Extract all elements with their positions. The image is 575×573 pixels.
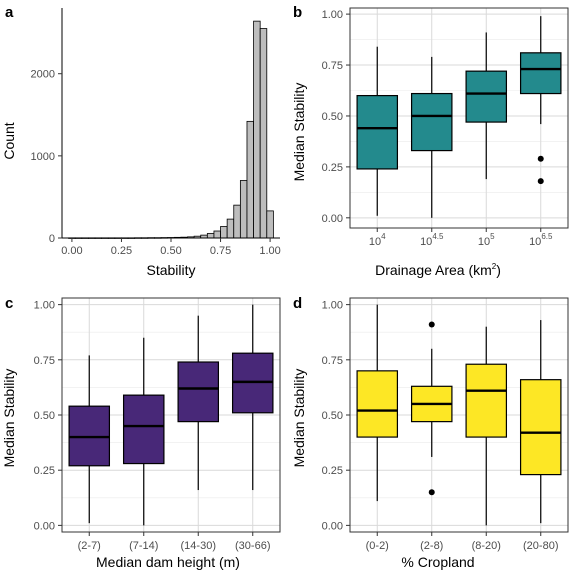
cropland-x-axis-title: % Cropland	[401, 554, 474, 570]
drainage-x-tick-label: 104	[369, 232, 386, 248]
cropland-x-tick-label: (8-20)	[472, 540, 501, 552]
histogram-y-tick-label: 2000	[31, 69, 55, 81]
histogram-x-axis-title: Stability	[146, 262, 195, 278]
cropland-y-tick-label: 0.50	[322, 410, 343, 422]
histogram-x-tick-label: 0.25	[111, 245, 132, 257]
cropland-x-tick-label: (20-80)	[523, 540, 558, 552]
cropland-y-axis-title: Median Stability	[291, 369, 307, 468]
panel-label-c: c	[5, 295, 13, 312]
drainage-outlier-point	[537, 155, 544, 162]
cropland-y-tick-label: 0.00	[322, 520, 343, 532]
histogram-bar	[220, 226, 228, 239]
cropland-y-tick-label: 1.00	[322, 300, 343, 312]
cropland-y-tick-label: 0.25	[322, 465, 343, 477]
panel-label-d: d	[293, 295, 302, 312]
drainage-x-tick-label: 105	[478, 232, 495, 248]
drainage-y-tick-label: 0.00	[322, 213, 343, 225]
dam-height-y-tick-label: 0.25	[34, 465, 55, 477]
drainage-y-tick-label: 1.00	[322, 9, 343, 21]
histogram-x-tick-label: 0.50	[160, 245, 181, 257]
drainage-box	[410, 92, 453, 152]
cropland-x-tick-label: (2-8)	[420, 540, 443, 552]
drainage-panel-border	[349, 7, 569, 229]
dam-height-y-tick-label: 0.50	[34, 410, 55, 422]
cropland-y-tick-label: 0.75	[322, 355, 343, 367]
drainage-y-axis-title: Median Stability	[291, 83, 307, 182]
drainage-y-tick-label: 0.75	[322, 60, 343, 72]
drainage-box	[465, 70, 508, 123]
dam-height-y-tick-label: 0.00	[34, 520, 55, 532]
panel-label-b: b	[293, 4, 302, 21]
cropland-box	[519, 379, 562, 476]
histogram-bar	[206, 233, 215, 239]
histogram-bar	[253, 20, 261, 239]
histogram-bar	[213, 230, 221, 239]
histogram-x-tick-label: 0.00	[61, 245, 82, 257]
dam-height-box	[177, 361, 220, 423]
dam-height-y-tick-label: 1.00	[34, 300, 55, 312]
dam-height-x-tick-label: (2-7)	[78, 540, 101, 552]
drainage-outlier-point	[537, 178, 544, 185]
drainage-box	[519, 52, 562, 95]
histogram-bar	[266, 210, 274, 239]
dam-height-x-tick-label: (30-66)	[235, 540, 270, 552]
drainage-y-tick-label: 0.50	[322, 111, 343, 123]
drainage-x-axis-title: Drainage Area (km2)	[375, 262, 501, 278]
histogram-y-axis-title: Count	[1, 122, 17, 159]
histogram-bar	[233, 204, 241, 239]
histogram-bar	[226, 218, 235, 239]
cropland-box	[356, 370, 399, 438]
cropland-x-tick-label: (0-2)	[366, 540, 389, 552]
dam-height-x-tick-label: (7-14)	[129, 540, 158, 552]
histogram-y-tick-label: 0	[49, 233, 55, 245]
drainage-x-tick-label: 104.5	[420, 232, 444, 248]
dam-height-box	[122, 394, 165, 465]
dam-height-x-axis-title: Median dam height (m)	[96, 554, 240, 570]
histogram-bar	[259, 28, 268, 239]
histogram-bar	[246, 120, 254, 239]
cropland-outlier-point	[428, 321, 435, 328]
dam-height-y-axis-title: Median Stability	[1, 369, 17, 468]
histogram-bar	[239, 180, 248, 239]
drainage-box	[356, 94, 399, 170]
drainage-x-tick-label: 106.5	[529, 232, 553, 248]
histogram-x-tick-label: 0.75	[210, 245, 231, 257]
histogram-y-tick-label: 1000	[31, 151, 55, 163]
histogram-x-tick-label: 1.00	[259, 245, 280, 257]
dam-height-y-tick-label: 0.75	[34, 355, 55, 367]
panel-label-a: a	[5, 4, 14, 21]
drainage-y-tick-label: 0.25	[322, 162, 343, 174]
cropland-box	[465, 363, 508, 438]
dam-height-x-tick-label: (14-30)	[181, 540, 216, 552]
cropland-outlier-point	[428, 489, 435, 496]
